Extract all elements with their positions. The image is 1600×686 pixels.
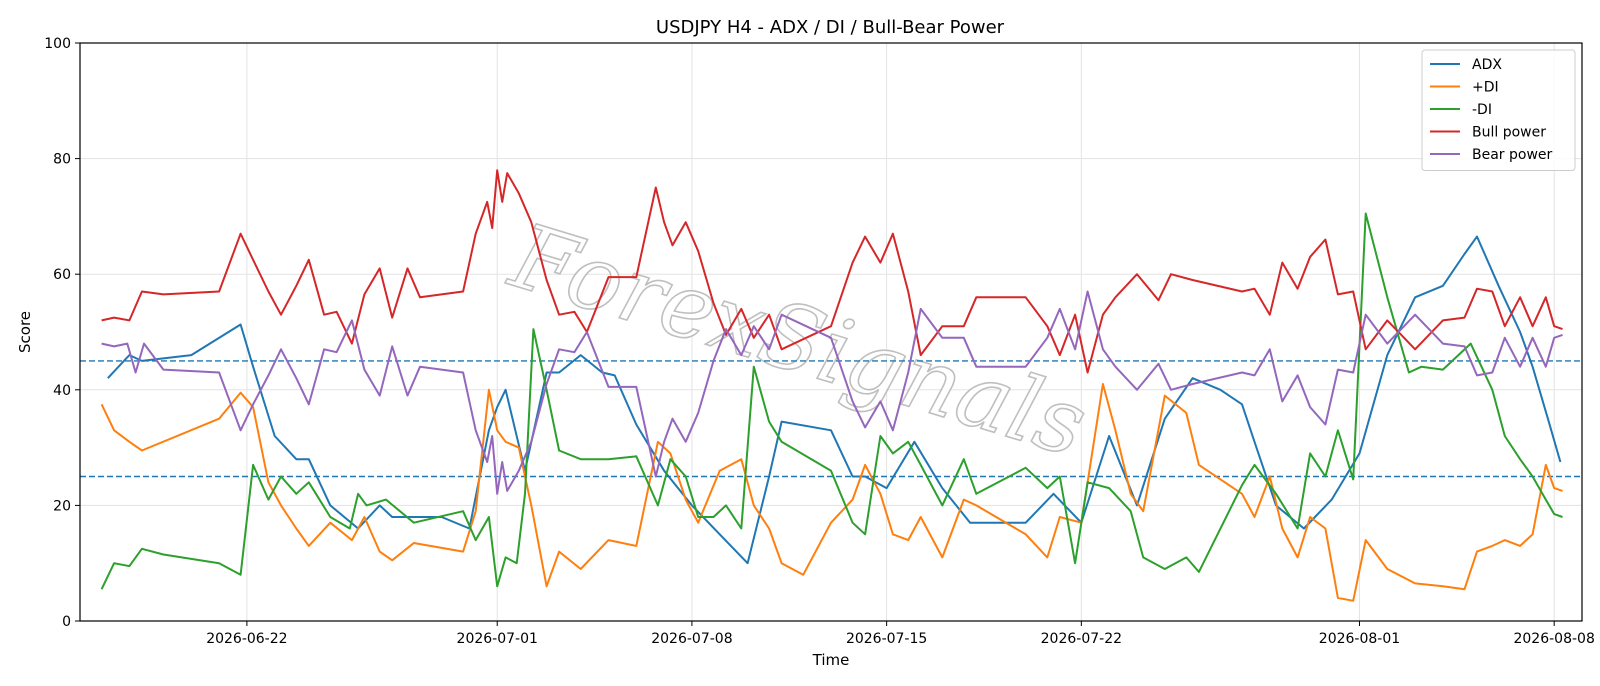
- x-tick-label-4: 2026-07-22: [1041, 631, 1122, 647]
- y-tick-label-4: 80: [53, 152, 71, 168]
- y-tick-label-5: 100: [44, 36, 71, 52]
- legend-box: [1421, 49, 1576, 171]
- legend-label-4: Bear power: [1472, 147, 1553, 163]
- x-tick-label-2: 2026-07-08: [651, 631, 732, 647]
- reference-lines: [80, 360, 1582, 478]
- series-line-di: [100, 383, 1563, 602]
- legend-label-3: Bull power: [1472, 125, 1546, 141]
- x-axis-label: Time: [812, 651, 850, 669]
- x-tick-label-5: 2026-08-01: [1319, 631, 1400, 647]
- chart-title: USDJPY H4 - ADX / DI / Bull-Bear Power: [656, 17, 1005, 38]
- series-line-bear-power: [101, 290, 1563, 495]
- y-tick-label-2: 40: [53, 383, 71, 399]
- tick-layer: 2026-06-22 2026-07-01 2026-07-08 2026-07-15…: [44, 36, 1595, 647]
- plot-frame: [79, 42, 1583, 622]
- legend-label-2: -DI: [1472, 102, 1492, 118]
- y-axis-label: Score: [16, 311, 34, 353]
- x-tick-label-0: 2026-06-22: [206, 631, 287, 647]
- legend-label-1: +DI: [1472, 80, 1499, 96]
- series-line-bull-power: [101, 169, 1563, 374]
- series-line-di: [100, 212, 1563, 590]
- y-tick-label-3: 60: [53, 267, 71, 283]
- legend: ADX +DI -DI Bull power Bear power: [1421, 49, 1576, 171]
- x-tick-label-6: 2026-08-08: [1513, 631, 1594, 647]
- series-layer: [100, 169, 1563, 602]
- x-tick-label-3: 2026-07-15: [846, 631, 927, 647]
- y-tick-label-0: 0: [62, 614, 71, 630]
- y-tick-label-1: 20: [53, 498, 71, 514]
- legend-label-0: ADX: [1472, 57, 1502, 73]
- x-tick-label-1: 2026-07-01: [457, 631, 538, 647]
